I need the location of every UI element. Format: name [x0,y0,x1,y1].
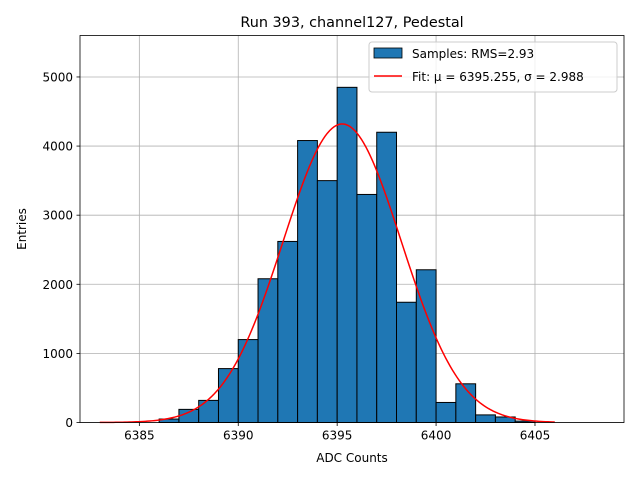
histogram-bar [376,131,398,423]
legend-fit-label: Fit: μ = 6395.255, σ = 2.988 [412,70,584,84]
x-tick-label: 6390 [223,429,254,443]
legend-frame [368,41,618,93]
histogram-bar [198,399,219,423]
x-axis-label: ADC Counts [316,451,388,465]
legend-samples-label: Samples: RMS=2.93 [412,47,534,61]
y-tick-label: 3000 [42,209,73,223]
histogram-bar [396,301,417,423]
y-tick-label: 1000 [42,347,73,361]
y-tick-label: 0 [65,416,73,430]
x-tick-label: 6395 [322,429,353,443]
y-tick-label: 2000 [42,278,73,292]
y-axis-label: Entries [15,208,29,250]
y-tick-label: 5000 [42,70,73,84]
histogram-bar [257,278,279,423]
histogram-bar [277,240,299,423]
histogram-bar [475,414,496,424]
histogram-bar [356,193,378,423]
y-tick-label: 4000 [42,140,73,154]
histogram-bars [158,86,536,424]
histogram-bar [316,180,338,423]
histogram-bar [435,401,457,423]
chart-title: Run 393, channel127, Pedestal [240,15,463,31]
legend: Samples: RMS=2.93 Fit: μ = 6395.255, σ =… [368,41,618,93]
histogram-bar [336,86,358,424]
histogram-bar [178,408,200,423]
y-axis-ticks: 0 1000 2000 3000 4000 5000 [42,70,80,430]
x-tick-label: 6405 [520,429,551,443]
plot-frame [79,35,625,423]
x-tick-label: 6385 [124,429,155,443]
x-tick-label: 6400 [421,429,452,443]
legend-samples-patch [373,47,403,59]
x-axis-ticks: 6385 6390 6395 6400 6405 [124,422,551,443]
histogram-bar [297,140,318,424]
fit-curve [99,123,555,424]
